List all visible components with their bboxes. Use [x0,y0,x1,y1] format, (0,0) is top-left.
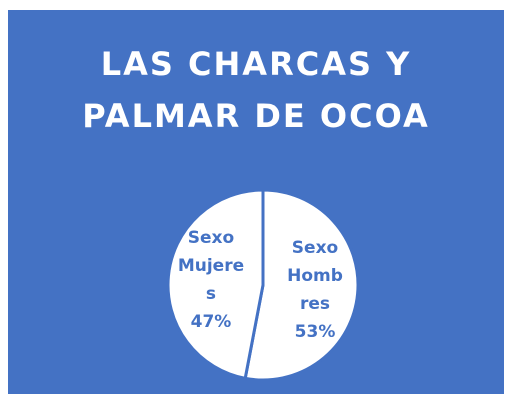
pie-slice [166,188,265,381]
data-label: Sexo Mujeres 47% [174,224,248,336]
category-label: Sexo Hombres [287,237,343,314]
chart-title: LAS CHARCAS Y PALMAR DE OCOA [82,45,430,135]
category-label: Sexo Mujeres [177,228,245,305]
value-label: 53% [294,321,336,342]
data-label: Sexo Hombres 53% [284,234,346,346]
value-label: 47% [190,312,232,333]
pie-slice [243,188,360,382]
